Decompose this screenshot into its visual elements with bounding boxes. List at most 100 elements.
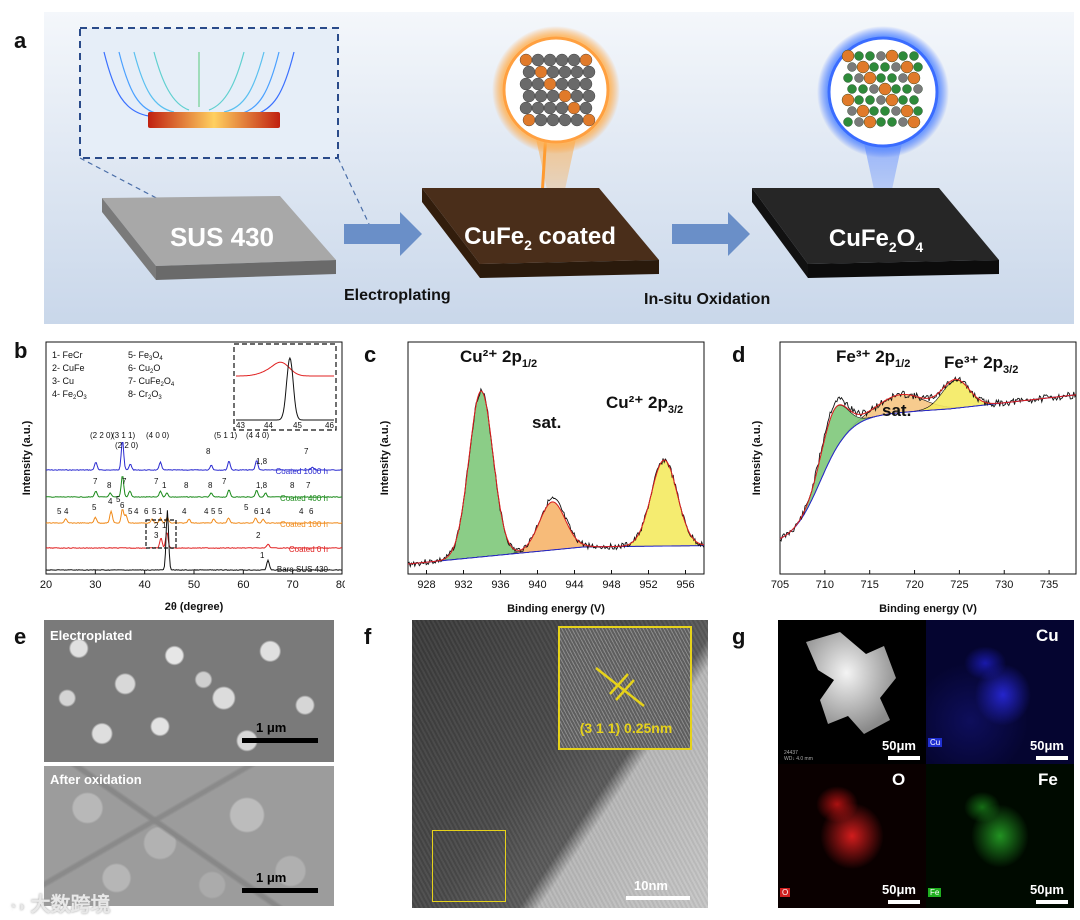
xrd-legend-1: 1- FeCr [52,350,83,360]
tem-inset-label: (3 1 1) 0.25nm [579,720,673,736]
x-tick-label: 80 [336,579,345,591]
svg-text:7: 7 [222,477,227,486]
lattice-atom [865,51,875,61]
svg-text:1,8: 1,8 [256,457,268,466]
lattice-atom [522,89,536,103]
lattice-atom [555,53,569,67]
lattice-atom [555,101,569,115]
eds-cu-scale-bar [1036,756,1068,760]
lattice-atom [847,84,857,94]
lattice-atom [531,101,545,115]
svg-text:7: 7 [122,477,127,486]
xrd-legend-8: 8- Cr2O3 [128,389,162,401]
svg-text:5: 5 [92,503,97,512]
spinel-lattice [841,49,923,129]
lattice-atom [531,77,545,91]
xrd-legend-6: 6- Cu2O [128,363,160,375]
lattice-atom [567,77,581,91]
lattice-atom [885,93,899,107]
lattice-atom [876,95,886,105]
trace-100h [45,509,343,524]
fe-peak1-label: Fe³⁺ 2p1/2 [836,347,910,370]
svg-text:1: 1 [162,521,167,530]
panel-label-f: f [364,624,372,649]
coated-label: CuFe2 coated [464,223,616,253]
x-tick-label: 952 [639,579,657,591]
tem-image: (3 1 1) 0.25nm 10nm [412,620,708,908]
lattice-atom [902,84,912,94]
hkl-511: (5 1 1) [214,431,237,440]
lattice-atom [579,101,593,115]
lattice-atom [854,73,864,83]
lattice-atom [876,73,886,83]
lattice-atom [854,95,864,105]
lattice-atom [543,101,557,115]
cu-peak1-label: Cu²⁺ 2p1/2 [460,347,537,370]
svg-text:4: 4 [108,497,113,506]
lattice-atom [567,53,581,67]
lattice-atom [847,106,857,116]
hkl-220b: (2 2 0) [115,441,138,450]
svg-text:6: 6 [120,501,125,510]
series-label-0h: Coated 0 h [289,545,328,554]
eds-fe-map: Fe Fe 50μm [926,764,1074,908]
x-tick-label: 720 [905,579,923,591]
xrd-legend-5: 5- Fe3O4 [128,350,163,362]
fe-x-ticks: 705 710 715 720 725 730 735 [771,570,1058,591]
xps-cu-chart: Cu²⁺ 2p1/2 Cu²⁺ 2p3/2 sat. 928 932 936 940 9… [374,340,710,620]
eds-fe-label: Fe [1038,770,1058,789]
lattice-atom [856,60,870,74]
xrd-ylabel: Intensity (a.u.) [21,420,33,495]
lattice-atom [582,113,596,127]
sem-top-label: Electroplated [50,628,133,643]
schematic-svg: SUS 430 Electroplating CuFe2 coated In-s… [44,12,1074,324]
x-tick-label: 705 [771,579,789,591]
panel-label-c: c [364,342,377,367]
lattice-atom [534,65,548,79]
lattice-atom [582,89,596,103]
fe-envelope [779,378,1077,540]
lattice-atom [863,115,877,129]
lattice-atom [570,89,584,103]
watermark: ◔◑ 大数跨境 [8,888,110,917]
svg-text:4: 4 [182,507,187,516]
x-tick-label: 940 [528,579,546,591]
sem-bottom-label: After oxidation [50,772,142,787]
eds-haadf-scale-bar [888,756,920,760]
arrow-electroplating [344,212,422,256]
lattice-atom [900,60,914,74]
svg-text:5: 5 [152,507,157,516]
eds-o-scale-text: 50μm [882,882,916,897]
panel-label-d: d [732,342,746,367]
eds-o-tag: O [780,888,791,897]
trace-400h [45,476,342,498]
fe-sat-label: sat. [882,401,911,420]
eds-haadf-image: 24437 WD↓ 4.0 mm 50μm [778,620,926,764]
lattice-atom [863,71,877,85]
hkl-440: (4 4 0) [246,431,269,440]
lattice-atom [854,51,864,61]
lattice-atom [854,117,864,127]
lattice-atom [531,53,545,67]
lattice-atom [869,62,879,72]
svg-text:7: 7 [154,477,159,486]
lattice-atom [843,117,853,127]
series-label-100h: Coated 100 h [280,520,328,529]
inset-tick-45: 45 [293,421,302,430]
lattice-atom [558,113,572,127]
lattice-atom [909,51,919,61]
panel-label-g: g [732,624,746,649]
x-tick-label: 50 [188,579,200,591]
schematic-panel: SUS 430 Electroplating CuFe2 coated In-s… [44,12,1074,324]
x-tick-label: 944 [565,579,583,591]
tem-inset-box: (3 1 1) 0.25nm [558,626,692,750]
series-label-1000h: Coated 1000 h [276,467,329,476]
substrate-plate-sus430 [102,196,336,280]
tem-scale-bar [626,896,690,900]
x-tick-label: 725 [950,579,968,591]
cufe-lattice-cube [519,53,596,127]
xrd-legend-2: 2- CuFe [52,363,85,373]
svg-text:8: 8 [206,447,211,456]
lattice-atom [913,106,923,116]
panel-label-b: b [14,338,28,363]
